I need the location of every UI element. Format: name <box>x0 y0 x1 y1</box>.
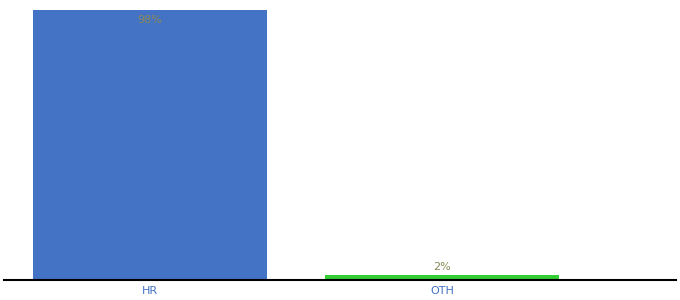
Text: 2%: 2% <box>433 262 451 272</box>
Text: 98%: 98% <box>138 15 163 25</box>
Bar <box>33 10 267 280</box>
Bar <box>326 275 559 280</box>
